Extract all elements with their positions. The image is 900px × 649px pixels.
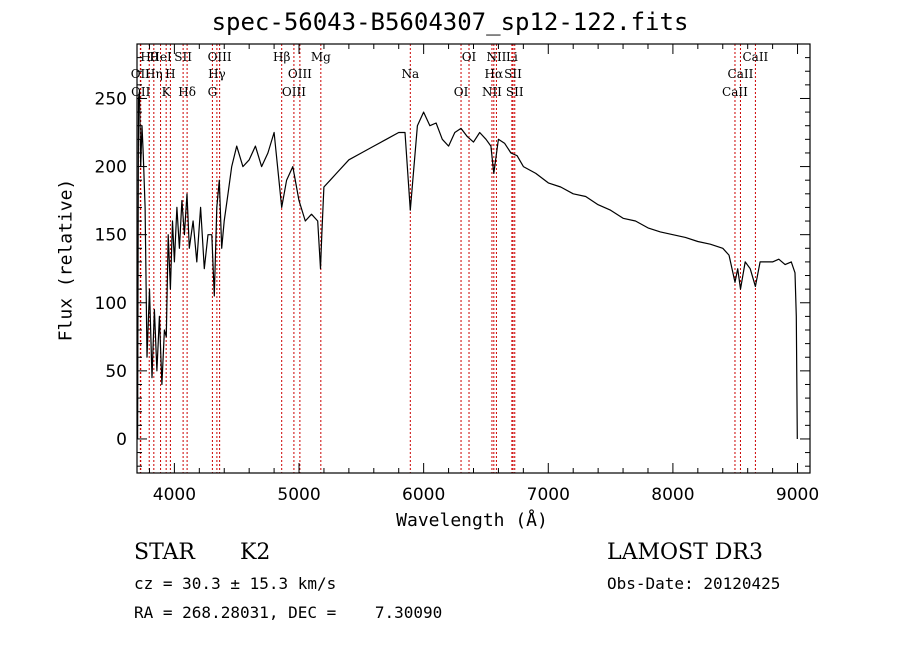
spectral-line-label: NII [486,50,506,64]
x-tick-label: 8000 [651,485,694,505]
spectral-line-label: OII [131,67,151,81]
spectral-line-markers [139,44,756,473]
spectral-line-label: H [165,67,175,81]
redshift-cz: cz = 30.3 ± 15.3 km/s [134,574,337,593]
x-tick-label: 7000 [527,485,570,505]
observation-date: Obs-Date: 20120425 [607,574,781,593]
spectral-line-label: Hδ [178,85,196,99]
spectral-line-label: Hθ [140,50,158,64]
y-tick-label: 250 [95,89,127,109]
spectral-line-label: Hα [485,67,504,81]
spectral-line-label: Mg [311,50,331,64]
spectral-line-label: CaII [728,67,754,81]
spectral-line-label: K [162,85,172,99]
spectral-line-label: OIII [208,50,232,64]
spectrum-series-line [137,91,798,440]
x-axis-label: Wavelength (Å) [396,510,548,531]
chart-title: spec-56043-B5604307_sp12-122.fits [211,8,689,36]
spectral-line-label: CaII [722,85,748,99]
y-tick-label: 0 [116,430,127,450]
spectral-line-label: OII [131,85,151,99]
object-class: STAR [134,540,195,565]
spectral-line-label: SII [506,85,524,99]
y-tick-label: 200 [95,158,127,178]
spectral-line-label: CaII [742,50,768,64]
spectral-line-label: G [208,85,218,99]
x-tick-label: 6000 [402,485,445,505]
ra-dec-coordinates: RA = 268.28031, DEC = 7.30090 [134,603,443,622]
x-tick-label: 5000 [277,485,320,505]
spectral-line-label: Li [506,50,518,64]
survey-name: LAMOST DR3 [607,540,763,565]
y-tick-label: 50 [105,362,127,382]
x-tick-label: 9000 [776,485,819,505]
x-axis-ticks: 4000 5000 6000 7000 8000 9000 [148,44,819,505]
object-subclass: K2 [240,540,271,565]
spectral-line-label: Hγ [208,67,226,81]
y-tick-label: 100 [95,294,127,314]
spectral-line-label: Na [401,67,419,81]
plot-frame [136,43,811,474]
y-axis-ticks: 0 50 100 150 200 250 [95,57,810,467]
y-axis-label: Flux (relative) [55,178,77,342]
spectral-line-label: NII [482,85,502,99]
spectral-line-label: OIII [288,67,312,81]
spectral-line-label: OI [454,85,469,99]
spectral-line-label: Hβ [273,50,290,64]
spectral-line-labels: Hθ OII OII HeI Hη K SII HHδ OIII Hγ G Hβ OIII OIII Mg N… [131,50,769,99]
y-tick-label: 150 [95,226,127,246]
spectral-line-label: SII [504,67,522,81]
spectral-line-label: SII [174,50,192,64]
spectral-line-label: OIII [282,85,306,99]
spectral-line-label: HeI [149,50,172,64]
spectral-line-label: Hη [145,67,163,81]
spectral-line-label: OI [462,50,477,64]
x-tick-label: 4000 [153,485,196,505]
